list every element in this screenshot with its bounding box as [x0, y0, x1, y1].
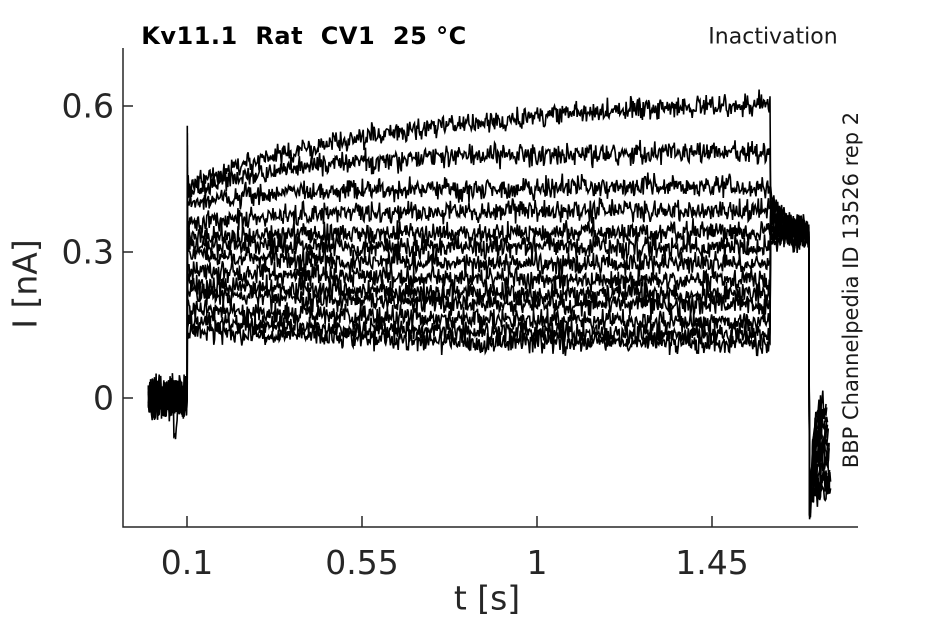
trace-sweep-03 — [147, 145, 831, 520]
trace-sweep-13 — [147, 229, 827, 498]
annotation-source: BBP Channelpedia ID 13526 rep 2 — [839, 111, 863, 469]
x-tick-label-0.1: 0.1 — [160, 543, 214, 582]
trace-sweep-10 — [147, 221, 829, 504]
current-traces — [147, 89, 832, 520]
x-tick-label-0.55: 0.55 — [325, 543, 399, 582]
x-tick-label-1: 1 — [526, 543, 548, 582]
chart-title: Kv11.1 Rat CV1 25 °C — [141, 22, 467, 50]
trace-sweep-01 — [147, 89, 832, 515]
y-tick-label-0.3: 0.3 — [61, 232, 114, 272]
trace-sweep-06 — [147, 186, 830, 511]
trace-sweep-04 — [147, 167, 831, 516]
annotation-inactivation: Inactivation — [708, 24, 838, 50]
y-tick-label-0: 0 — [93, 378, 114, 418]
y-tick-label-0.6: 0.6 — [61, 86, 114, 126]
x-tick-label-1.45: 1.45 — [675, 543, 749, 582]
trace-sweep-05 — [147, 179, 830, 510]
x-axis-label: t [s] — [453, 578, 521, 618]
trace-sweep-07 — [147, 196, 830, 510]
x-tick-marks — [186, 516, 713, 527]
axis-spines — [122, 48, 858, 528]
y-tick-marks — [123, 105, 133, 399]
trace-sweep-08 — [147, 210, 830, 517]
trace-sweep-12 — [147, 226, 828, 504]
trace-sweep-02 — [147, 133, 832, 518]
